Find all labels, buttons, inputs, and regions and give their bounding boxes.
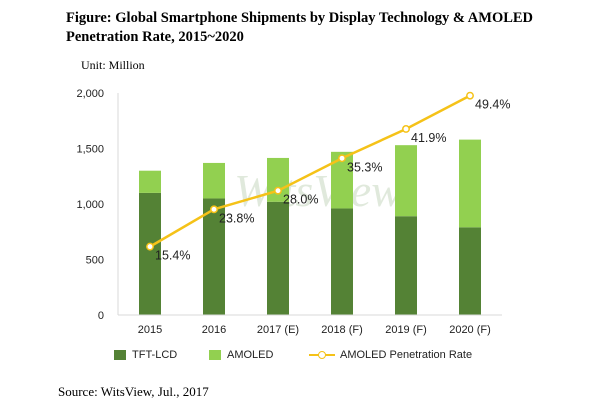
bar-amoled [331,151,353,209]
y-tick-label: 500 [86,255,104,267]
chart-title: Figure: Global Smartphone Shipments by D… [66,10,534,45]
bar-tft-lcd [267,201,289,315]
x-tick-label: 2018 (F) [321,324,363,336]
bar-tft-lcd [203,198,225,315]
unit-label: Unit: Million [81,58,145,72]
x-tick-label: 2016 [202,324,226,336]
bar-amoled [395,145,417,217]
bar-tft-lcd [331,208,353,315]
penetration-rate-point [146,242,154,251]
penetration-rate-label: 49.4% [475,98,510,112]
source-note: Source: WitsView, Jul., 2017 [58,384,209,399]
legend-item-penetration-rate: AMOLED Penetration Rate [309,349,472,361]
bar-tft-lcd [459,227,481,315]
legend: TFT-LCD AMOLED AMOLED Penetration Rate [0,349,595,367]
bar-amoled [267,157,289,202]
y-tick-label: 1,000 [76,199,104,211]
watermark: WitsView [234,165,402,216]
penetration-rate-label: 28.0% [283,193,318,207]
legend-item-tft-lcd: TFT-LCD [114,349,177,361]
penetration-rate-label: 15.4% [155,249,190,263]
legend-swatch-amoled [209,350,221,360]
legend-label-amoled: AMOLED [227,349,274,361]
legend-label-tft-lcd: TFT-LCD [132,349,178,361]
penetration-rate-point [466,91,474,100]
penetration-rate-line [149,94,471,248]
penetration-rate-point [274,186,282,195]
y-tick-label: 2,000 [76,88,104,100]
legend-swatch-tft-lcd [114,350,126,360]
penetration-rate-label: 41.9% [411,131,446,145]
bar-tft-lcd [395,216,417,315]
x-tick-label: 2019 (F) [385,324,427,336]
legend-label-penetration-rate: AMOLED Penetration Rate [340,349,473,361]
bar-amoled [459,139,481,228]
penetration-rate-label: 35.3% [347,160,382,174]
penetration-rate-label: 23.8% [219,211,254,225]
x-tick-label: 2017 (E) [257,324,299,336]
bar-amoled [139,170,161,193]
y-tick-label: 0 [98,310,104,322]
x-tick-label: 2020 (F) [449,324,491,336]
y-tick-label: 1,500 [76,144,104,156]
penetration-rate-point [210,205,218,214]
penetration-rate-point [402,125,410,133]
x-tick-label: 2015 [138,324,162,336]
bar-amoled [203,162,225,199]
bar-tft-lcd [139,192,161,315]
penetration-rate-point [338,154,346,163]
legend-swatch-penetration-rate [309,349,335,361]
legend-item-amoled: AMOLED [209,349,273,361]
